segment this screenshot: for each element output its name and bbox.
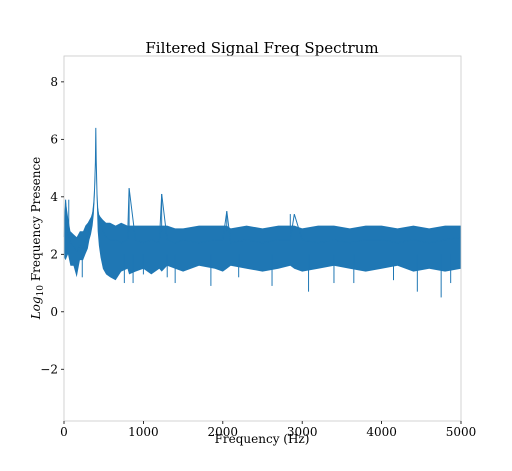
y-axis-label-suffix: Frequency Presence <box>29 157 43 285</box>
y-tick-label: 2 <box>50 247 58 261</box>
x-tick-label: 3000 <box>287 425 318 439</box>
x-tick-label: 4000 <box>366 425 397 439</box>
spectrum-line <box>63 127 462 253</box>
y-axis-label-subscript: 10 <box>36 285 46 297</box>
plot-area <box>63 127 462 298</box>
plot-frame <box>63 55 462 422</box>
x-tick-label: 0 <box>60 425 68 439</box>
chart-title: Filtered Signal Freq Spectrum <box>145 39 378 57</box>
y-tick-label: 8 <box>50 75 58 89</box>
x-tick-label: 2000 <box>208 425 239 439</box>
y-tick-label: −2 <box>40 362 58 376</box>
x-tick-label: 5000 <box>446 425 477 439</box>
y-axis-ticks: −2 0 2 4 6 8 <box>40 75 64 376</box>
x-axis-label: Frequency (Hz) <box>215 432 310 446</box>
spectrum-band <box>64 127 461 281</box>
y-axis-label-prefix: Log <box>29 296 43 320</box>
y-tick-label: 6 <box>50 132 58 146</box>
y-axis-label: Log10 Frequency Presence <box>29 157 46 321</box>
x-tick-label: 1000 <box>128 425 159 439</box>
y-tick-label: 4 <box>50 190 58 204</box>
outlier-spikes <box>68 188 452 298</box>
x-axis-ticks: 0 1000 2000 3000 4000 5000 <box>60 421 476 439</box>
y-tick-label: 0 <box>50 305 58 319</box>
